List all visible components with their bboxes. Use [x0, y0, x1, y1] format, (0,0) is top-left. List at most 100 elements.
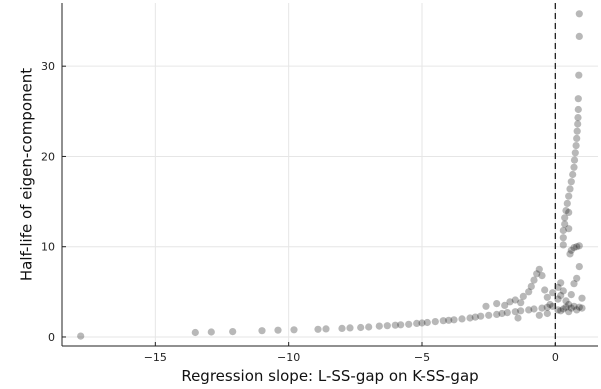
x-tick-label-2: −5	[414, 351, 430, 364]
data-point-70	[565, 308, 573, 316]
data-point-112	[565, 208, 573, 216]
data-point-30	[493, 310, 501, 318]
data-point-44	[511, 296, 519, 304]
data-point-6	[290, 326, 298, 334]
data-point-0	[77, 332, 85, 340]
data-point-78	[575, 303, 583, 311]
data-point-58	[543, 309, 551, 318]
data-point-41	[493, 300, 501, 308]
y-axis-title: Half-life of eigen-component	[18, 68, 36, 281]
data-point-29	[485, 311, 493, 319]
data-point-87	[562, 207, 570, 215]
data-point-83	[559, 234, 567, 242]
data-point-68	[562, 303, 570, 311]
data-point-2	[207, 328, 215, 336]
data-point-4	[258, 327, 266, 335]
data-point-73	[567, 291, 575, 299]
data-point-106	[573, 243, 581, 251]
data-point-19	[418, 319, 426, 327]
data-point-53	[541, 286, 549, 294]
data-point-74	[570, 302, 578, 310]
data-point-24	[450, 316, 458, 324]
data-point-66	[559, 305, 567, 313]
data-point-51	[535, 265, 543, 273]
data-point-111	[565, 225, 573, 233]
data-point-56	[549, 289, 557, 297]
points-layer	[77, 10, 586, 340]
data-point-110	[575, 10, 583, 18]
data-point-5	[274, 326, 282, 334]
data-point-107	[575, 242, 583, 250]
data-point-34	[517, 307, 525, 315]
data-point-9	[338, 324, 346, 332]
data-point-1	[191, 328, 199, 337]
data-point-23	[445, 316, 453, 324]
data-point-50	[533, 270, 541, 278]
data-point-104	[567, 246, 575, 254]
data-point-55	[546, 300, 554, 309]
grid-layer	[62, 3, 598, 346]
data-point-77	[573, 274, 581, 282]
data-point-84	[559, 226, 567, 235]
data-point-39	[549, 302, 557, 310]
data-point-42	[501, 301, 509, 309]
data-point-101	[574, 105, 582, 114]
y-tick-label-1: 10	[41, 241, 55, 254]
data-point-64	[557, 291, 565, 300]
data-point-91	[567, 178, 575, 186]
data-point-18	[413, 319, 421, 327]
data-point-85	[561, 220, 569, 228]
data-point-65	[557, 279, 565, 287]
data-point-81	[578, 294, 586, 302]
data-point-93	[570, 163, 578, 171]
data-point-37	[538, 304, 546, 312]
data-point-98	[573, 127, 581, 135]
y-tick-label-2: 20	[41, 150, 55, 163]
data-point-79	[575, 263, 583, 271]
data-point-82	[559, 241, 567, 249]
tick-label-layer: −15 −10 −5 0 0 10 20 30	[41, 60, 559, 364]
data-point-99	[574, 120, 582, 128]
data-point-32	[503, 309, 511, 317]
data-point-14	[383, 322, 391, 330]
data-point-109	[575, 32, 583, 41]
data-point-54	[543, 293, 551, 301]
data-point-36	[530, 305, 538, 313]
data-point-15	[391, 321, 399, 329]
data-point-105	[570, 244, 578, 252]
data-point-88	[563, 199, 571, 207]
data-point-63	[557, 307, 565, 315]
data-point-48	[527, 282, 535, 290]
data-point-52	[538, 272, 546, 280]
data-point-8	[322, 325, 330, 333]
data-point-80	[578, 304, 586, 312]
data-point-69	[562, 297, 570, 305]
data-point-95	[571, 149, 579, 157]
data-point-102	[574, 95, 582, 103]
data-point-75	[570, 280, 578, 288]
data-point-45	[517, 299, 525, 307]
data-point-57	[535, 311, 543, 319]
axis-layer	[61, 3, 598, 347]
y-tick-label-0: 0	[48, 331, 55, 344]
data-point-7	[314, 325, 322, 333]
data-point-76	[573, 306, 581, 314]
data-point-92	[569, 170, 577, 179]
x-axis-title: Regression slope: L-SS-gap on K-SS-gap	[181, 367, 478, 385]
data-point-20	[423, 318, 431, 327]
data-point-47	[525, 288, 533, 296]
data-point-97	[573, 134, 581, 142]
data-point-35	[525, 306, 533, 314]
data-point-10	[346, 324, 354, 332]
data-point-86	[561, 214, 569, 222]
data-point-22	[439, 317, 447, 325]
data-point-43	[506, 298, 514, 306]
data-point-62	[554, 283, 562, 291]
data-point-108	[575, 71, 583, 79]
x-tick-label-1: −10	[277, 351, 300, 364]
data-point-31	[498, 309, 506, 318]
data-point-61	[554, 295, 562, 303]
data-point-103	[566, 250, 574, 258]
data-point-89	[565, 192, 573, 200]
